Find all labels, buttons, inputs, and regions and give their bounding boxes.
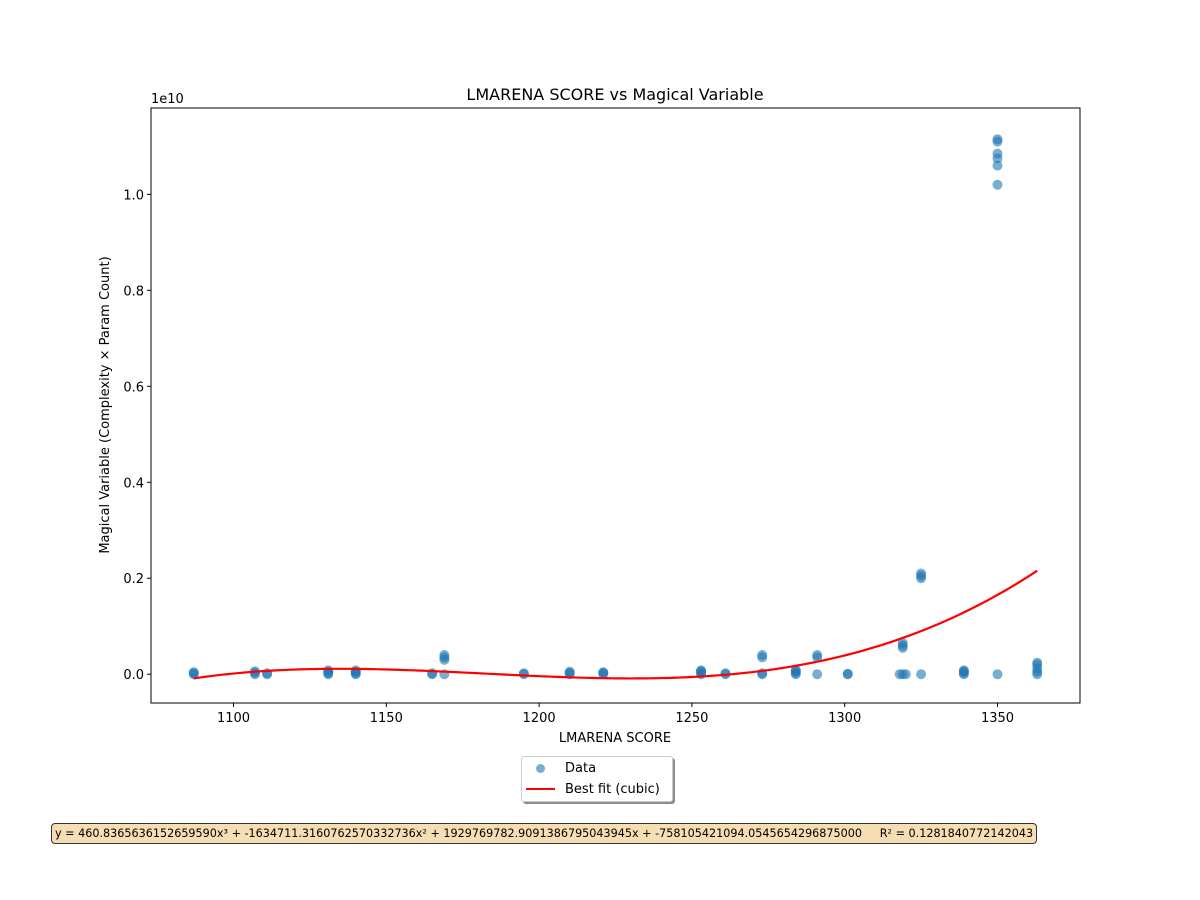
legend-label-fit: Best fit (cubic) — [565, 781, 660, 797]
x-tick-label: 1250 — [675, 711, 708, 726]
data-point — [916, 669, 927, 680]
data-points — [188, 134, 1043, 680]
y-tick-label: 0.4 — [123, 476, 144, 491]
data-point — [720, 668, 731, 679]
data-point — [812, 650, 823, 661]
legend: Data Best fit (cubic) — [521, 756, 673, 802]
data-point — [992, 134, 1003, 145]
data-point — [900, 669, 911, 680]
data-point — [992, 148, 1003, 159]
data-point — [1032, 657, 1043, 668]
chart-title: LMARENA SCORE vs Magical Variable — [466, 85, 763, 104]
x-tick-label: 1150 — [370, 711, 403, 726]
data-point — [897, 638, 908, 649]
y-tick-label: 0.0 — [123, 668, 144, 683]
y-tick-label: 1.0 — [123, 188, 144, 203]
data-point — [350, 665, 361, 676]
legend-label-data: Data — [565, 760, 597, 776]
data-point — [842, 668, 853, 679]
y-offset-label: 1e10 — [151, 92, 184, 107]
data-point — [518, 668, 529, 679]
y-axis-title: Magical Variable (Complexity × Param Cou… — [98, 256, 113, 553]
fit-equation-annotation: y = 460.8365636152659590x³ + -1634711.31… — [51, 823, 1038, 844]
data-point — [812, 669, 823, 680]
data-point — [439, 650, 450, 661]
data-point — [427, 668, 438, 679]
plot-frame — [150, 107, 1081, 704]
x-tick-label: 1350 — [981, 711, 1014, 726]
legend-item-fit: Best fit (cubic) — [522, 779, 672, 799]
data-point — [564, 666, 575, 677]
data-point — [992, 669, 1003, 680]
data-point — [992, 179, 1003, 190]
y-tick-label: 0.2 — [123, 572, 144, 587]
legend-marker-data — [536, 763, 545, 773]
x-axis-ticks: 1100 1150 1200 1250 1300 1350 — [217, 703, 1014, 726]
y-tick-label: 0.8 — [123, 284, 144, 299]
legend-marker-fit — [526, 788, 555, 790]
data-point — [323, 665, 334, 676]
x-tick-label: 1100 — [217, 711, 250, 726]
legend-item-data: Data — [522, 758, 672, 778]
y-tick-label: 0.6 — [123, 380, 144, 395]
x-tick-label: 1200 — [523, 711, 556, 726]
data-point — [696, 665, 707, 676]
data-point — [757, 650, 768, 661]
data-point — [958, 665, 969, 676]
data-point — [916, 568, 927, 579]
data-point — [598, 667, 609, 678]
fit-line — [193, 569, 1038, 680]
plot-background — [151, 108, 1080, 703]
data-point — [188, 667, 199, 678]
x-axis-title: LMARENA SCORE — [559, 731, 671, 746]
data-point — [790, 664, 801, 675]
y-axis-ticks: 0.0 0.2 0.4 0.6 0.8 1.0 — [123, 188, 151, 683]
data-point — [992, 160, 1003, 171]
x-tick-label: 1300 — [828, 711, 861, 726]
